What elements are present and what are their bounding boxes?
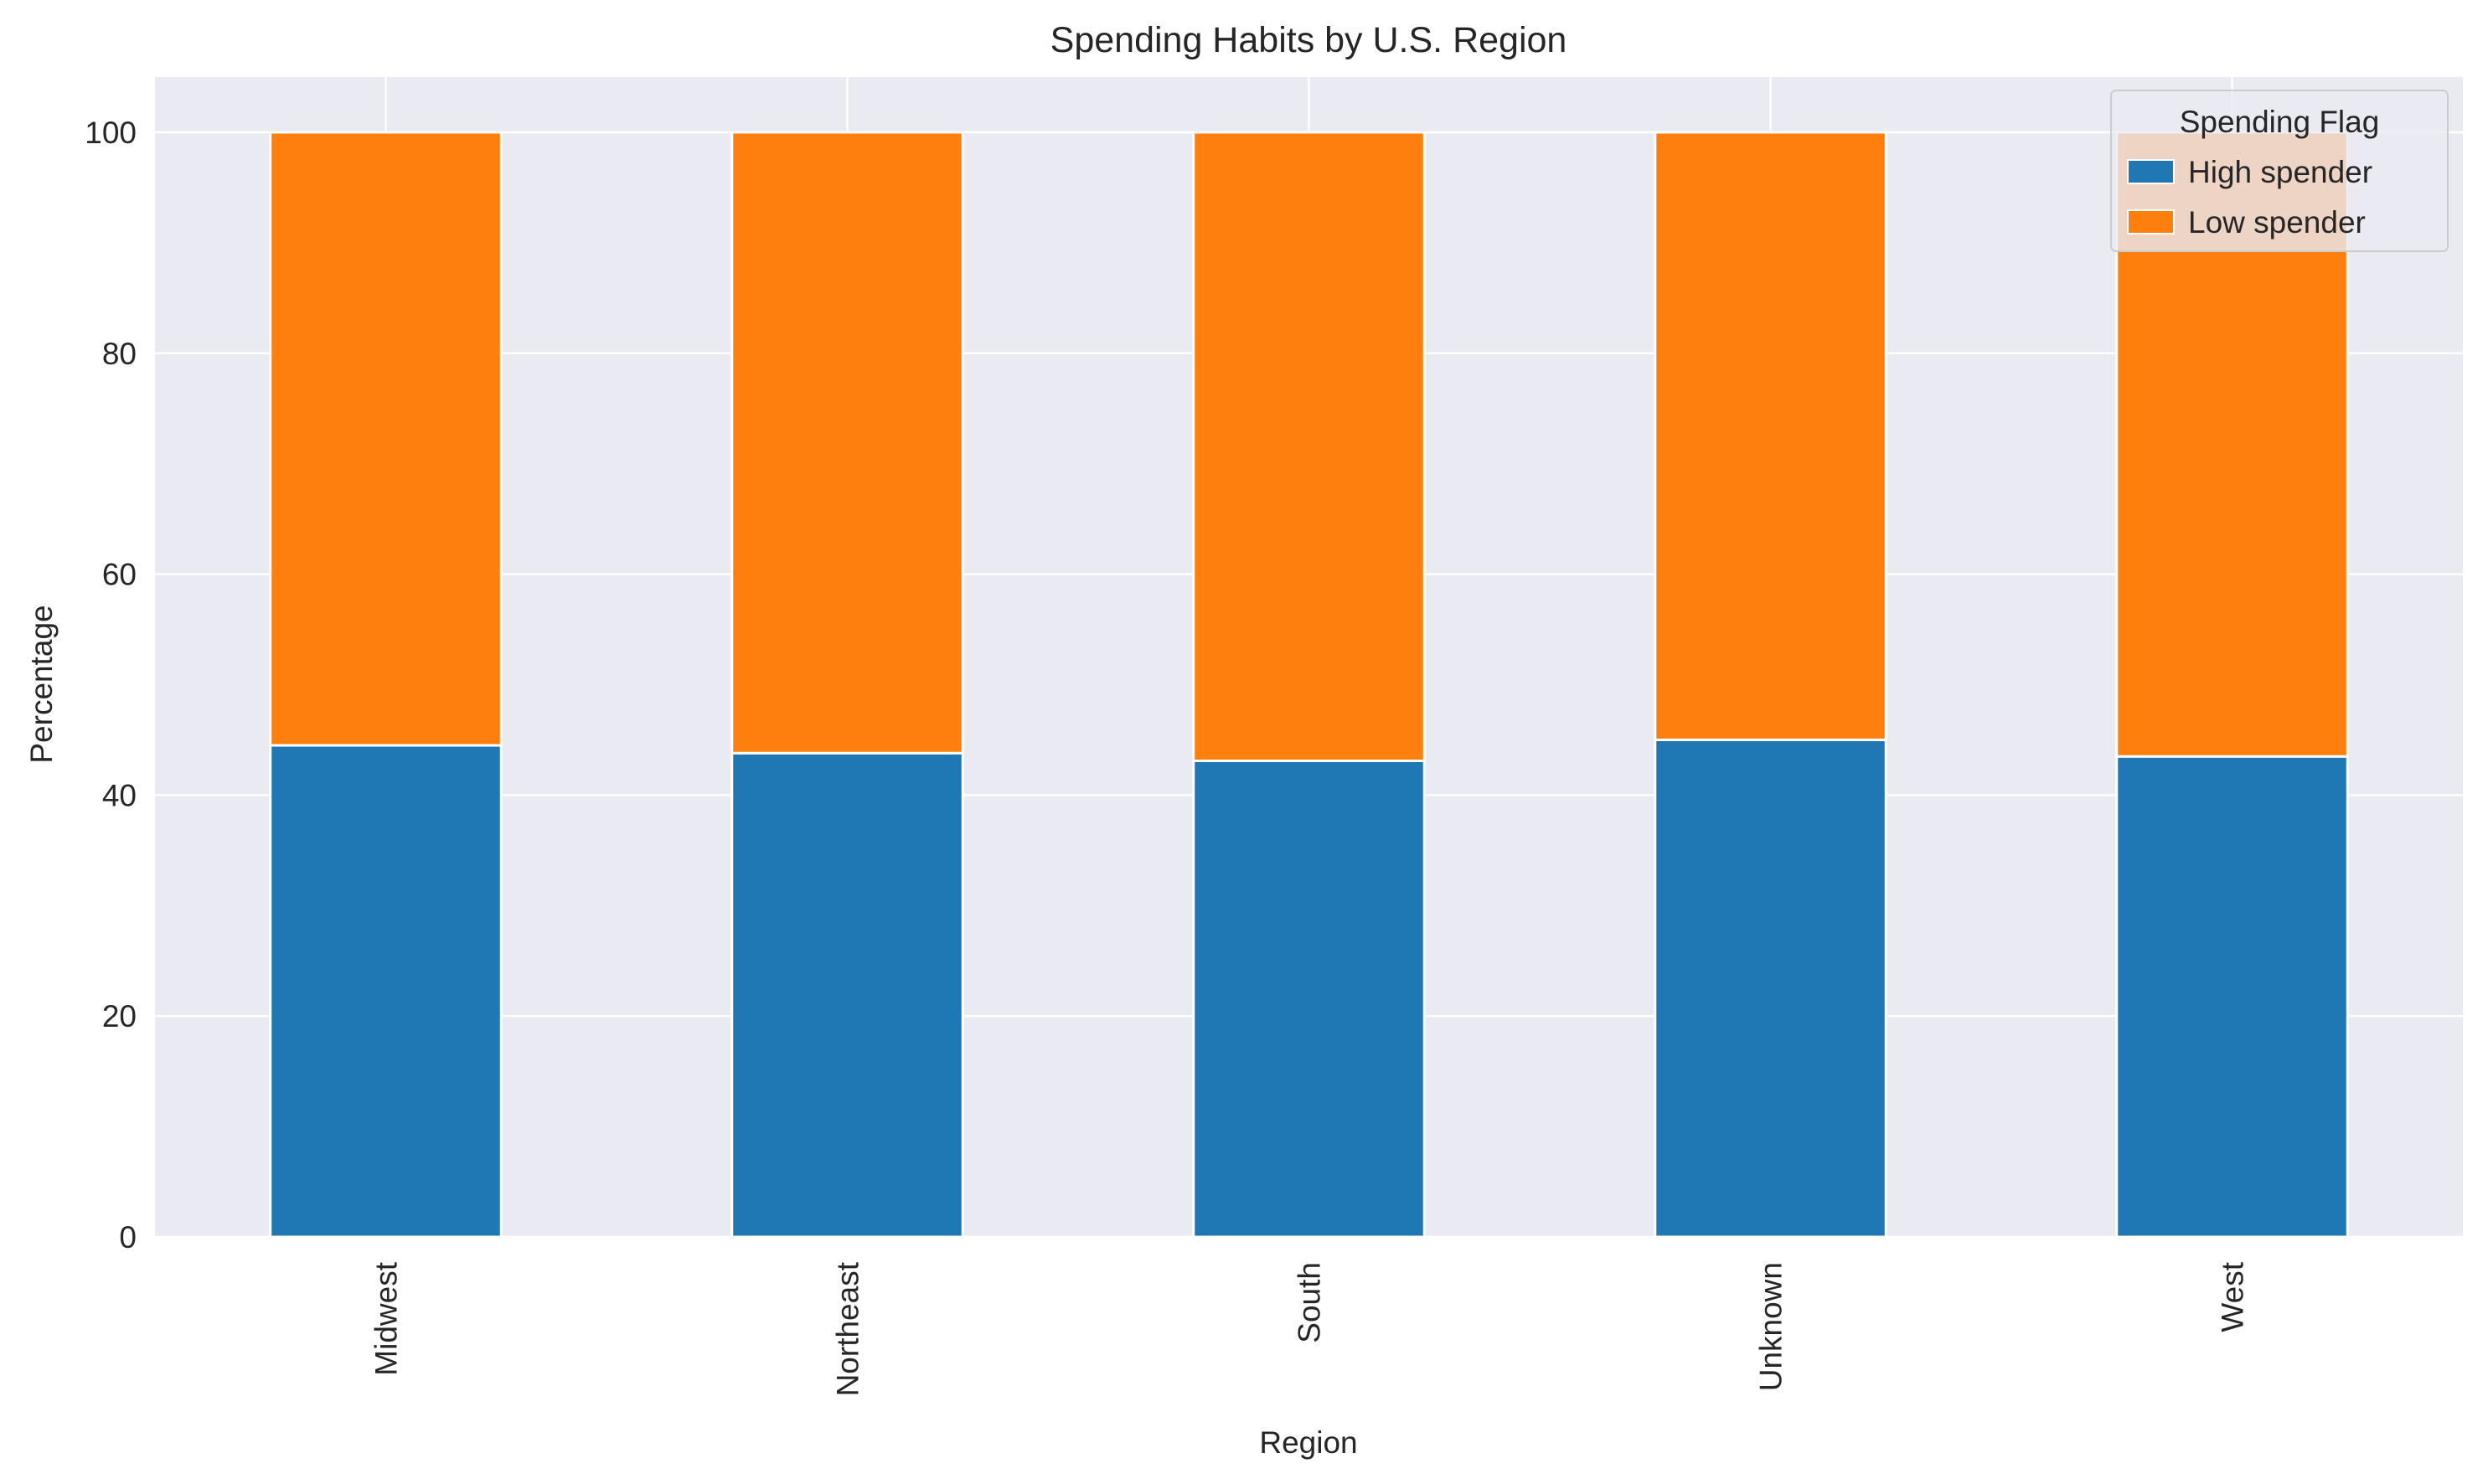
legend-title: Spending Flag (2180, 105, 2380, 139)
legend-swatch (2127, 159, 2175, 184)
y-tick-label: 80 (102, 337, 137, 371)
legend-label: Low spender (2188, 205, 2366, 240)
chart-title: Spending Habits by U.S. Region (1050, 20, 1567, 60)
bar-segment (1192, 131, 1426, 762)
x-tick-label: Midwest (369, 1261, 404, 1375)
x-tick-label: South (1293, 1262, 1327, 1343)
x-axis-label: Region (1259, 1425, 1357, 1460)
legend: Spending Flag High spender Low spender (2110, 90, 2449, 252)
legend-swatch (2127, 209, 2175, 234)
bar-segment (269, 131, 503, 747)
x-tick-label: West (2216, 1261, 2250, 1332)
bar-segment (730, 751, 964, 1239)
y-axis-ticks: 0 20 40 60 80 100 (85, 116, 137, 1255)
x-tick-label: Northeast (831, 1261, 865, 1396)
y-axis-label: Percentage (24, 605, 59, 763)
x-tick-label: Unknown (1754, 1262, 1789, 1391)
legend-box (2110, 90, 2449, 252)
bars (269, 131, 2349, 1239)
y-tick-label: 0 (119, 1220, 137, 1255)
bar-segment (269, 744, 503, 1239)
y-tick-label: 20 (102, 999, 137, 1033)
bar-segment (1654, 131, 1887, 741)
y-tick-label: 100 (85, 116, 137, 150)
legend-label: High spender (2188, 155, 2372, 189)
y-tick-label: 60 (102, 558, 137, 592)
y-tick-label: 40 (102, 778, 137, 812)
bar-segment (2115, 755, 2349, 1239)
bar-segment (1654, 738, 1887, 1239)
x-axis-ticks: Midwest Northeast South Unknown West (369, 1261, 2250, 1396)
bar-segment (1192, 759, 1426, 1239)
bar-segment (730, 131, 964, 755)
